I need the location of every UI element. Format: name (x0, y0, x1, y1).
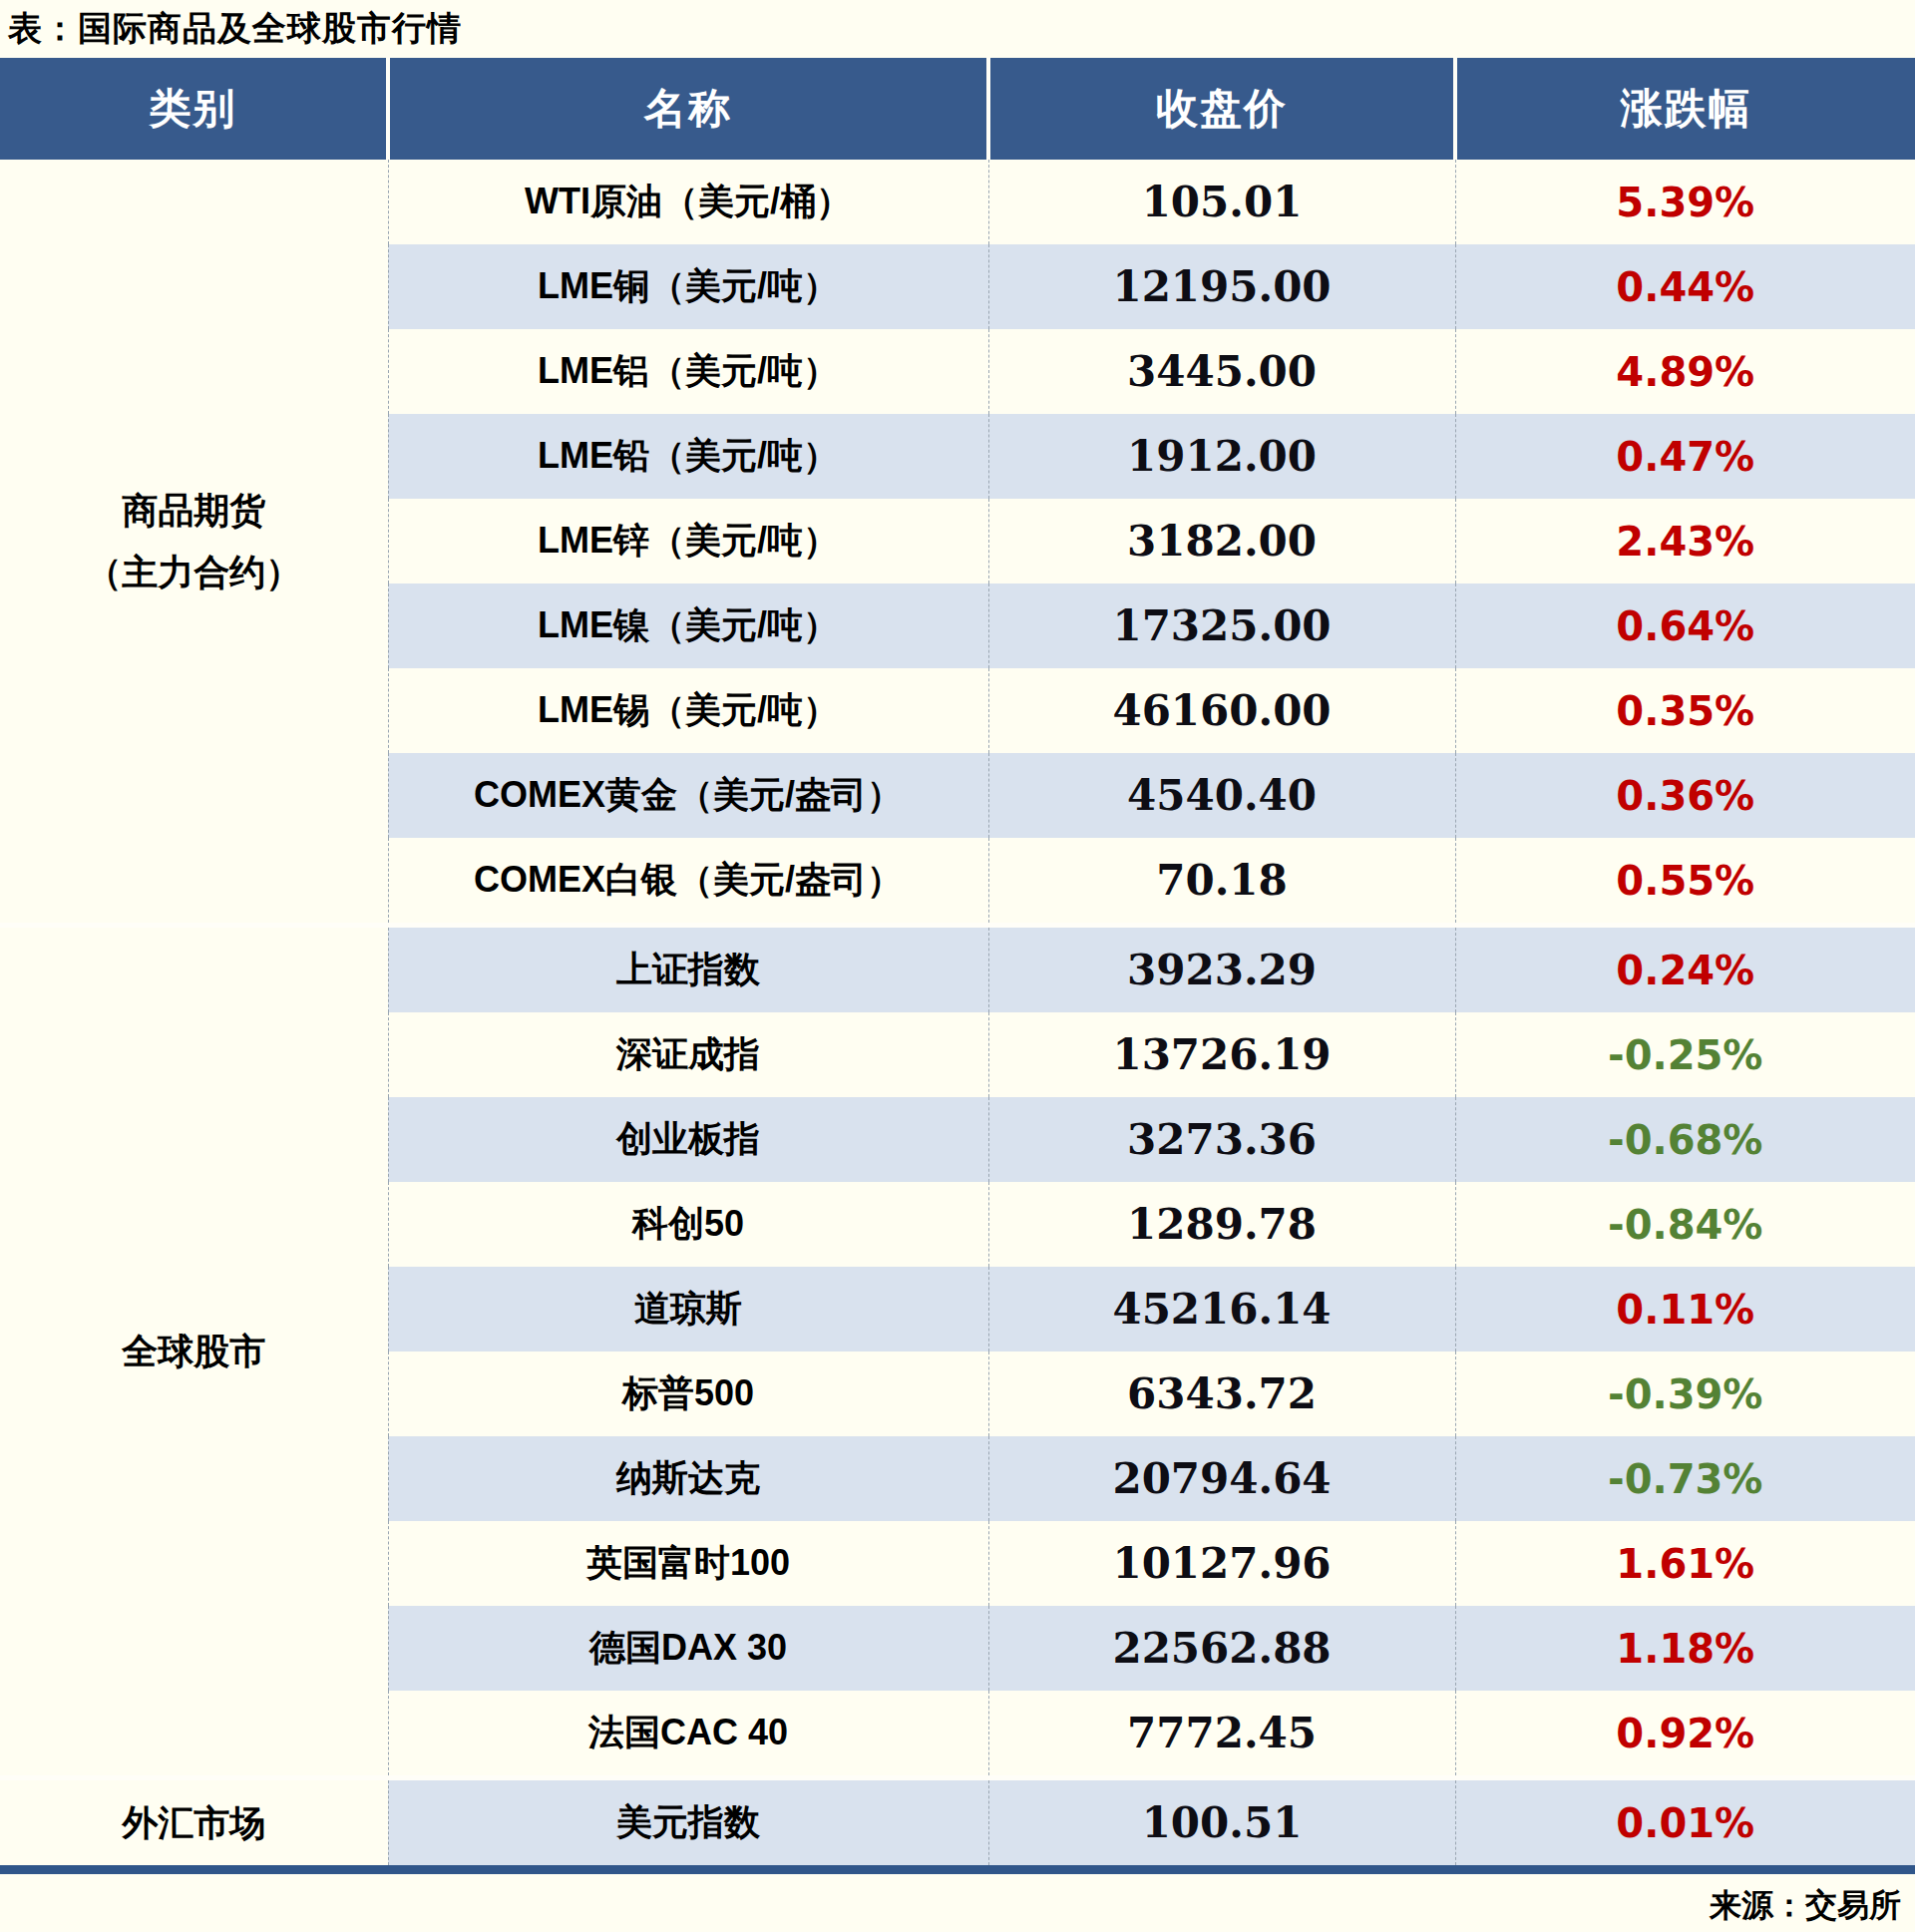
instrument-name: COMEX黄金（美元/盎司） (388, 753, 988, 838)
category-cell-forex: 外汇市场 (0, 1778, 388, 1866)
change-percent: -0.25% (1455, 1012, 1915, 1097)
close-price: 100.51 (988, 1778, 1455, 1866)
close-price: 6343.72 (988, 1352, 1455, 1436)
instrument-name: 科创50 (388, 1182, 988, 1267)
change-percent: -0.39% (1455, 1352, 1915, 1436)
change-percent: 0.24% (1455, 926, 1915, 1013)
instrument-name: LME锡（美元/吨） (388, 668, 988, 753)
change-percent: 0.92% (1455, 1691, 1915, 1778)
close-price: 22562.88 (988, 1606, 1455, 1691)
close-price: 3182.00 (988, 499, 1455, 583)
category-label: 全球股市 (0, 1321, 388, 1381)
category-cell-global-stocks: 全球股市 (0, 926, 388, 1778)
change-percent: 1.61% (1455, 1521, 1915, 1606)
table-row: 外汇市场 美元指数 100.51 0.01% (0, 1778, 1915, 1866)
instrument-name: LME锌（美元/吨） (388, 499, 988, 583)
change-percent: -0.68% (1455, 1097, 1915, 1182)
close-price: 13726.19 (988, 1012, 1455, 1097)
change-percent: 0.01% (1455, 1778, 1915, 1866)
close-price: 1912.00 (988, 414, 1455, 499)
table-bottom-rule (0, 1865, 1915, 1874)
change-percent: 0.11% (1455, 1267, 1915, 1352)
close-price: 45216.14 (988, 1267, 1455, 1352)
table-row: 商品期货 （主力合约） WTI原油（美元/桶） 105.01 5.39% (0, 160, 1915, 244)
close-price: 7772.45 (988, 1691, 1455, 1778)
column-header-category: 类别 (0, 58, 388, 160)
change-percent: 0.35% (1455, 668, 1915, 753)
close-price: 46160.00 (988, 668, 1455, 753)
close-price: 12195.00 (988, 244, 1455, 329)
instrument-name: LME铜（美元/吨） (388, 244, 988, 329)
close-price: 1289.78 (988, 1182, 1455, 1267)
table-row: 全球股市 上证指数 3923.29 0.24% (0, 926, 1915, 1013)
instrument-name: LME铝（美元/吨） (388, 329, 988, 414)
instrument-name: LME铅（美元/吨） (388, 414, 988, 499)
close-price: 20794.64 (988, 1436, 1455, 1521)
instrument-name: LME镍（美元/吨） (388, 583, 988, 668)
change-percent: 1.18% (1455, 1606, 1915, 1691)
category-cell-commodities: 商品期货 （主力合约） (0, 160, 388, 926)
change-percent: 2.43% (1455, 499, 1915, 583)
instrument-name: 创业板指 (388, 1097, 988, 1182)
change-percent: -0.73% (1455, 1436, 1915, 1521)
header-row: 类别 名称 收盘价 涨跌幅 (0, 58, 1915, 160)
column-header-change: 涨跌幅 (1455, 58, 1915, 160)
change-percent: 4.89% (1455, 329, 1915, 414)
table-title: 表：国际商品及全球股市行情 (0, 0, 1915, 58)
change-percent: 0.64% (1455, 583, 1915, 668)
change-percent: 0.44% (1455, 244, 1915, 329)
change-percent: 5.39% (1455, 160, 1915, 244)
column-header-name: 名称 (388, 58, 988, 160)
instrument-name: 美元指数 (388, 1778, 988, 1866)
instrument-name: 德国DAX 30 (388, 1606, 988, 1691)
close-price: 10127.96 (988, 1521, 1455, 1606)
close-price: 17325.00 (988, 583, 1455, 668)
instrument-name: 上证指数 (388, 926, 988, 1013)
instrument-name: COMEX白银（美元/盎司） (388, 838, 988, 926)
instrument-name: 深证成指 (388, 1012, 988, 1097)
change-percent: 0.36% (1455, 753, 1915, 838)
close-price: 3923.29 (988, 926, 1455, 1013)
category-sublabel: （主力合约） (0, 542, 388, 602)
change-percent: 0.47% (1455, 414, 1915, 499)
close-price: 3445.00 (988, 329, 1455, 414)
instrument-name: 标普500 (388, 1352, 988, 1436)
instrument-name: 法国CAC 40 (388, 1691, 988, 1778)
change-percent: -0.84% (1455, 1182, 1915, 1267)
market-report-page: 表：国际商品及全球股市行情 类别 名称 收盘价 涨跌幅 商品期货 （主力合约） … (0, 0, 1915, 1932)
category-label: 商品期货 (0, 480, 388, 541)
column-header-close: 收盘价 (988, 58, 1455, 160)
instrument-name: 英国富时100 (388, 1521, 988, 1606)
instrument-name: WTI原油（美元/桶） (388, 160, 988, 244)
market-table: 类别 名称 收盘价 涨跌幅 商品期货 （主力合约） WTI原油（美元/桶） 10… (0, 58, 1915, 1865)
instrument-name: 纳斯达克 (388, 1436, 988, 1521)
close-price: 70.18 (988, 838, 1455, 926)
close-price: 3273.36 (988, 1097, 1455, 1182)
close-price: 4540.40 (988, 753, 1455, 838)
instrument-name: 道琼斯 (388, 1267, 988, 1352)
change-percent: 0.55% (1455, 838, 1915, 926)
category-label: 外汇市场 (0, 1792, 388, 1853)
close-price: 105.01 (988, 160, 1455, 244)
source-note: 来源：交易所 (0, 1874, 1915, 1932)
